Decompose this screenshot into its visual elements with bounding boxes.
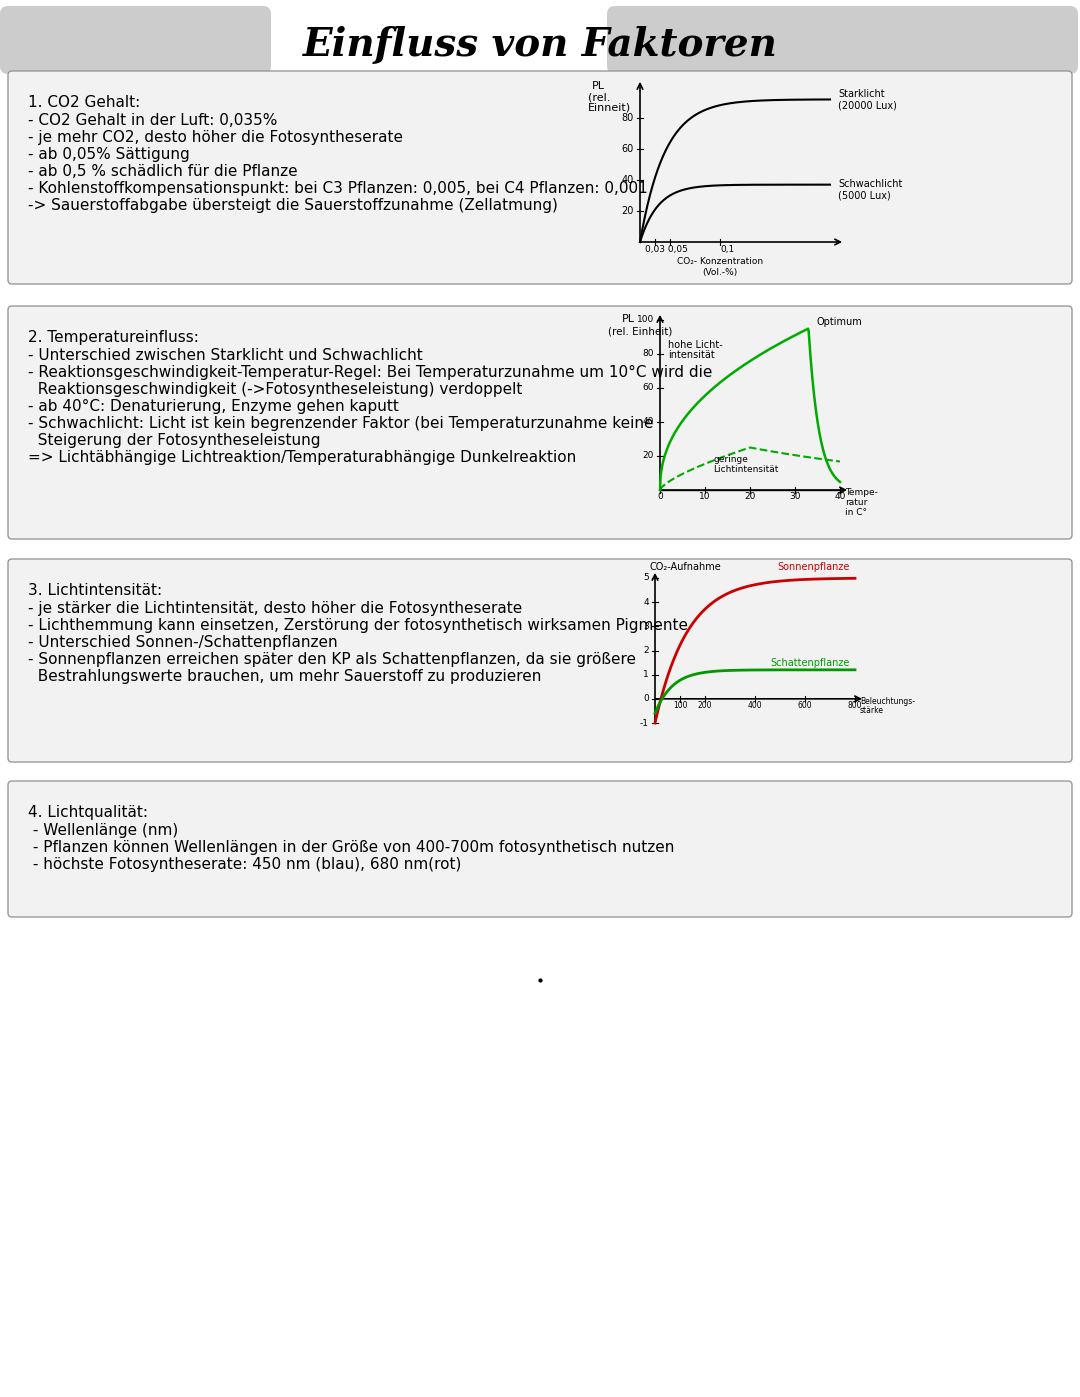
Text: - ab 40°C: Denaturierung, Enzyme gehen kaputt: - ab 40°C: Denaturierung, Enzyme gehen k…	[28, 400, 399, 414]
Text: 4. Lichtqualität:: 4. Lichtqualität:	[28, 805, 148, 820]
Text: Reaktionsgeschwindigkeit (->Fotosyntheseleistung) verdoppelt: Reaktionsgeschwindigkeit (->Fotosynthese…	[28, 381, 523, 397]
Text: 200: 200	[698, 701, 712, 710]
Text: - je stärker die Lichtintensität, desto höher die Fotosyntheserate: - je stärker die Lichtintensität, desto …	[28, 601, 523, 616]
FancyBboxPatch shape	[8, 306, 1072, 539]
Text: 400: 400	[747, 701, 762, 710]
FancyBboxPatch shape	[607, 6, 1078, 74]
Text: (rel.: (rel.	[588, 92, 610, 102]
Text: 3: 3	[644, 622, 649, 631]
Text: Einneit): Einneit)	[588, 103, 631, 113]
Text: 2. Temperatureinfluss:: 2. Temperatureinfluss:	[28, 330, 199, 345]
Text: geringe: geringe	[713, 455, 748, 464]
Text: 10: 10	[699, 492, 711, 502]
Text: 20: 20	[744, 492, 756, 502]
Text: 5: 5	[644, 574, 649, 583]
Text: Lichtintensität: Lichtintensität	[713, 464, 779, 474]
Text: 40: 40	[835, 492, 846, 502]
Text: 80: 80	[622, 113, 634, 123]
Text: Optimum: Optimum	[816, 317, 862, 327]
Text: 60: 60	[622, 144, 634, 154]
Text: - Pflanzen können Wellenlängen in der Größe von 400-700m fotosynthetisch nutzen: - Pflanzen können Wellenlängen in der Gr…	[28, 840, 674, 855]
FancyBboxPatch shape	[8, 559, 1072, 761]
Text: 4: 4	[644, 598, 649, 606]
Text: 1: 1	[644, 671, 649, 679]
Text: - Unterschied zwischen Starklicht und Schwachlicht: - Unterschied zwischen Starklicht und Sc…	[28, 348, 422, 363]
Text: Schattenpflanze: Schattenpflanze	[771, 658, 850, 668]
Text: - Reaktionsgeschwindigkeit-Temperatur-Regel: Bei Temperaturzunahme um 10°C wird : - Reaktionsgeschwindigkeit-Temperatur-Re…	[28, 365, 713, 380]
Text: 0,03 0,05: 0,03 0,05	[645, 244, 688, 254]
Text: 600: 600	[798, 701, 812, 710]
Text: Tempe-: Tempe-	[845, 488, 878, 497]
Text: - Wellenlänge (nm): - Wellenlänge (nm)	[28, 823, 178, 838]
Text: 60: 60	[643, 384, 654, 393]
Text: Einfluss von Faktoren: Einfluss von Faktoren	[302, 27, 778, 64]
Text: (rel. Einheit): (rel. Einheit)	[608, 326, 673, 337]
Text: (Vol.-%): (Vol.-%)	[702, 268, 738, 277]
Text: - Unterschied Sonnen-/Schattenpflanzen: - Unterschied Sonnen-/Schattenpflanzen	[28, 636, 338, 650]
Text: 20: 20	[643, 451, 654, 461]
FancyBboxPatch shape	[8, 71, 1072, 284]
Text: Steigerung der Fotosyntheseleistung: Steigerung der Fotosyntheseleistung	[28, 433, 321, 448]
FancyBboxPatch shape	[8, 781, 1072, 916]
Text: 40: 40	[643, 418, 654, 426]
Text: ratur: ratur	[845, 497, 867, 507]
Text: CO₂-Aufnahme: CO₂-Aufnahme	[650, 562, 721, 571]
Text: 30: 30	[789, 492, 800, 502]
Text: in C°: in C°	[845, 509, 867, 517]
Text: Bestrahlungswerte brauchen, um mehr Sauerstoff zu produzieren: Bestrahlungswerte brauchen, um mehr Saue…	[28, 669, 541, 685]
Text: - je mehr CO2, desto höher die Fotosyntheserate: - je mehr CO2, desto höher die Fotosynth…	[28, 130, 403, 145]
Text: 40: 40	[622, 175, 634, 184]
Text: - CO2 Gehalt in der Luft: 0,035%: - CO2 Gehalt in der Luft: 0,035%	[28, 113, 278, 129]
Text: Beleuchtungs-: Beleuchtungs-	[860, 697, 915, 705]
Text: 100: 100	[673, 701, 687, 710]
Text: PL: PL	[592, 81, 605, 91]
Text: PL: PL	[622, 314, 635, 324]
Text: 3. Lichtintensität:: 3. Lichtintensität:	[28, 583, 162, 598]
Text: 80: 80	[643, 349, 654, 359]
Text: 2: 2	[644, 645, 649, 655]
Text: Starklicht
(20000 Lux): Starklicht (20000 Lux)	[838, 88, 896, 110]
Text: -> Sauerstoffabgabe übersteigt die Sauerstoffzunahme (Zellatmung): -> Sauerstoffabgabe übersteigt die Sauer…	[28, 198, 558, 212]
Text: - Kohlenstoffkompensationspunkt: bei C3 Pflanzen: 0,005, bei C4 Pflanzen: 0,001: - Kohlenstoffkompensationspunkt: bei C3 …	[28, 182, 648, 196]
Text: - Schwachlicht: Licht ist kein begrenzender Faktor (bei Temperaturzunahme keine: - Schwachlicht: Licht ist kein begrenzen…	[28, 416, 653, 432]
Text: 0: 0	[657, 492, 663, 502]
Text: - Sonnenpflanzen erreichen später den KP als Schattenpflanzen, da sie größere: - Sonnenpflanzen erreichen später den KP…	[28, 652, 636, 666]
Text: Schwachlicht
(5000 Lux): Schwachlicht (5000 Lux)	[838, 179, 903, 200]
Text: 0: 0	[644, 694, 649, 703]
Text: hohe Licht-: hohe Licht-	[669, 339, 723, 351]
Text: -1: -1	[640, 718, 649, 728]
Text: stärke: stärke	[860, 705, 885, 715]
FancyBboxPatch shape	[0, 6, 271, 74]
Text: - ab 0,5 % schädlich für die Pflanze: - ab 0,5 % schädlich für die Pflanze	[28, 163, 298, 179]
Text: intensität: intensität	[669, 351, 715, 360]
Text: 0,1: 0,1	[720, 244, 734, 254]
Text: CO₂- Konzentration: CO₂- Konzentration	[677, 257, 764, 265]
Text: 1. CO2 Gehalt:: 1. CO2 Gehalt:	[28, 95, 140, 110]
Text: - Lichthemmung kann einsetzen, Zerstörung der fotosynthetisch wirksamen Pigmente: - Lichthemmung kann einsetzen, Zerstörun…	[28, 617, 688, 633]
Text: => Lichtäbhängige Lichtreaktion/Temperaturabhängige Dunkelreaktion: => Lichtäbhängige Lichtreaktion/Temperat…	[28, 450, 577, 465]
Text: Sonnenpflanze: Sonnenpflanze	[778, 563, 850, 573]
Text: 20: 20	[622, 205, 634, 217]
Text: 800: 800	[848, 701, 862, 710]
Text: - ab 0,05% Sättigung: - ab 0,05% Sättigung	[28, 147, 190, 162]
Text: 100: 100	[637, 316, 654, 324]
Text: - höchste Fotosyntheserate: 450 nm (blau), 680 nm(rot): - höchste Fotosyntheserate: 450 nm (blau…	[28, 856, 461, 872]
